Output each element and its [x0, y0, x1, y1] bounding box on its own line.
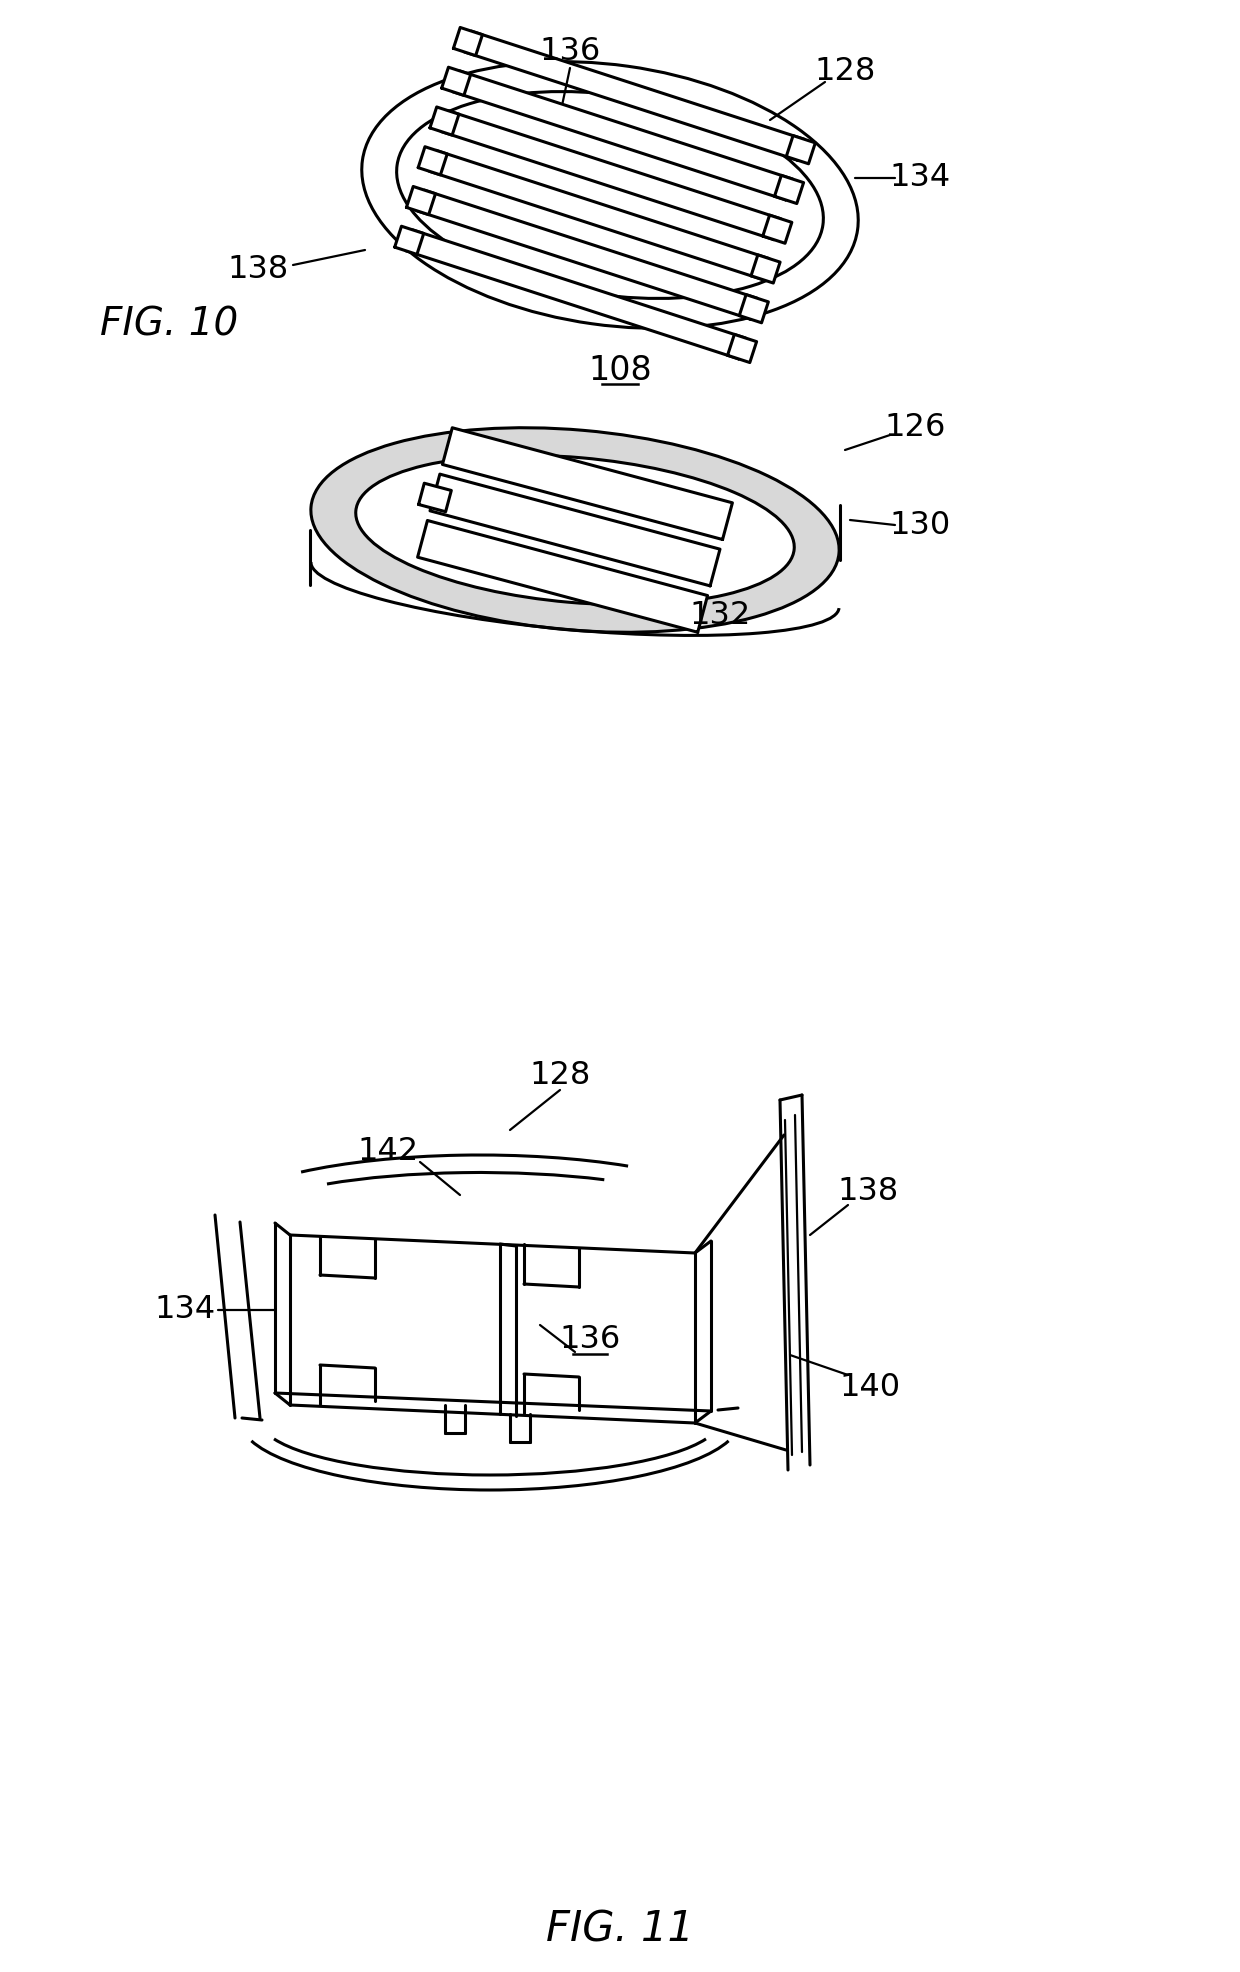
Text: 136: 136 — [539, 37, 600, 67]
Polygon shape — [407, 187, 435, 215]
Ellipse shape — [356, 456, 795, 605]
Polygon shape — [454, 28, 482, 55]
Text: FIG. 10: FIG. 10 — [100, 306, 238, 343]
Polygon shape — [418, 521, 708, 633]
Text: 138: 138 — [227, 254, 289, 286]
Text: 136: 136 — [559, 1325, 621, 1355]
Polygon shape — [441, 67, 471, 95]
Text: 128: 128 — [529, 1059, 590, 1091]
Polygon shape — [429, 150, 769, 280]
Text: FIG. 11: FIG. 11 — [546, 1909, 694, 1950]
Text: 108: 108 — [588, 353, 652, 387]
Ellipse shape — [311, 428, 839, 633]
Polygon shape — [430, 473, 720, 586]
Polygon shape — [775, 176, 804, 203]
Polygon shape — [419, 483, 451, 511]
Polygon shape — [405, 231, 745, 359]
Text: 138: 138 — [837, 1177, 899, 1207]
Text: 128: 128 — [815, 57, 875, 87]
Polygon shape — [751, 254, 780, 284]
Ellipse shape — [362, 61, 858, 329]
Polygon shape — [443, 428, 733, 540]
Polygon shape — [453, 71, 792, 199]
Polygon shape — [786, 136, 816, 164]
Polygon shape — [465, 32, 805, 160]
Polygon shape — [739, 294, 769, 323]
Text: 132: 132 — [689, 599, 750, 631]
Polygon shape — [441, 110, 781, 241]
Text: 134: 134 — [155, 1294, 216, 1325]
Polygon shape — [430, 106, 459, 136]
Text: 126: 126 — [884, 412, 946, 444]
Text: 130: 130 — [889, 509, 951, 540]
Ellipse shape — [397, 91, 823, 298]
Polygon shape — [418, 146, 448, 176]
Polygon shape — [763, 215, 792, 243]
Text: 140: 140 — [839, 1373, 900, 1404]
Text: 134: 134 — [889, 162, 951, 193]
Polygon shape — [394, 227, 424, 254]
Text: 142: 142 — [357, 1136, 419, 1167]
Polygon shape — [418, 189, 758, 319]
Polygon shape — [728, 335, 756, 363]
